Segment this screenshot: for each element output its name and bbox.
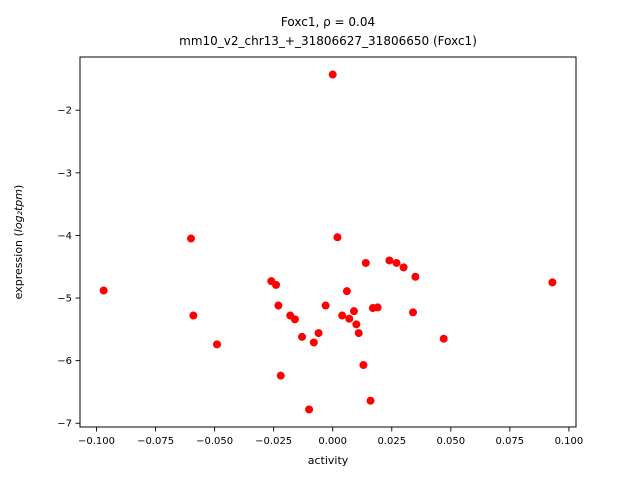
- data-point: [548, 278, 557, 287]
- data-point: [314, 329, 323, 338]
- data-point: [298, 332, 307, 341]
- y-tick-label: −6: [57, 356, 72, 367]
- y-axis-label-prefix: expression (: [12, 232, 25, 299]
- x-axis-label: activity: [308, 454, 349, 467]
- data-point: [409, 308, 418, 317]
- data-point: [290, 315, 299, 324]
- x-tick-label: 0.050: [436, 436, 465, 447]
- x-tick-label: 0.025: [377, 436, 406, 447]
- data-point: [361, 258, 370, 267]
- data-point: [349, 307, 358, 316]
- x-tick-label: 0.100: [555, 436, 584, 447]
- x-ticks: −0.100 −0.075 −0.050 −0.025 0.000 0.025 0.050 0…: [78, 427, 583, 447]
- points-layer: [99, 70, 557, 414]
- data-point: [338, 311, 347, 320]
- data-point: [354, 329, 363, 338]
- data-point: [328, 70, 337, 79]
- data-point: [399, 263, 408, 272]
- data-point: [276, 371, 285, 380]
- x-tick-label: −0.025: [255, 436, 292, 447]
- data-point: [305, 405, 314, 414]
- data-point: [99, 286, 108, 295]
- chart-title-line1: Foxc1, ρ = 0.04: [281, 15, 375, 29]
- y-tick-label: −5: [57, 294, 72, 305]
- data-point: [212, 340, 221, 349]
- y-ticks: −7 −6 −5 −4 −3 −2: [57, 106, 80, 430]
- x-tick-label: 0.000: [318, 436, 347, 447]
- y-tick-label: −7: [57, 419, 72, 430]
- data-point: [359, 361, 368, 370]
- y-axis-label-suffix: ): [12, 185, 25, 189]
- x-tick-label: −0.050: [196, 436, 233, 447]
- data-point: [373, 303, 382, 312]
- y-tick-label: −3: [57, 168, 72, 179]
- data-point: [385, 256, 394, 265]
- data-point: [342, 287, 351, 296]
- data-point: [366, 396, 375, 405]
- data-point: [352, 320, 361, 329]
- data-point: [189, 311, 198, 320]
- data-point: [392, 258, 401, 267]
- chart-title-line2: mm10_v2_chr13_+_31806627_31806650 (Foxc1…: [179, 34, 477, 48]
- data-point: [411, 272, 420, 281]
- data-point: [321, 301, 330, 310]
- x-tick-label: 0.075: [496, 436, 525, 447]
- data-point: [345, 314, 354, 323]
- plot-area: [79, 56, 577, 428]
- x-tick-label: −0.100: [78, 436, 115, 447]
- data-point: [439, 334, 448, 343]
- data-point: [309, 338, 318, 347]
- y-axis-label-math: log₂tpm: [12, 189, 25, 232]
- y-tick-label: −4: [57, 231, 72, 242]
- data-point: [333, 233, 342, 242]
- x-tick-label: −0.075: [137, 436, 174, 447]
- data-point: [272, 280, 281, 289]
- data-point: [274, 301, 283, 310]
- y-tick-label: −2: [57, 106, 72, 117]
- data-point: [187, 234, 196, 243]
- y-axis-label: expression (log₂tpm): [12, 185, 25, 300]
